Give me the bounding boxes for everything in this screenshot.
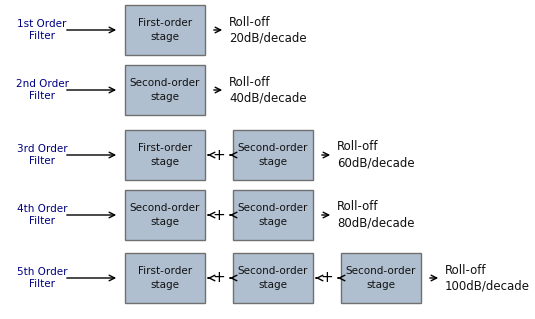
- Text: +: +: [212, 147, 225, 162]
- Text: +: +: [320, 271, 333, 286]
- Text: Roll-off
20dB/decade: Roll-off 20dB/decade: [229, 16, 307, 44]
- Text: +: +: [212, 271, 225, 286]
- Text: 1st Order
Filter: 1st Order Filter: [17, 19, 67, 41]
- FancyBboxPatch shape: [233, 253, 313, 303]
- Text: First-order
stage: First-order stage: [138, 266, 192, 290]
- FancyBboxPatch shape: [233, 190, 313, 240]
- FancyBboxPatch shape: [125, 65, 205, 115]
- Text: Second-order
stage: Second-order stage: [130, 78, 200, 101]
- FancyBboxPatch shape: [125, 130, 205, 180]
- FancyBboxPatch shape: [125, 253, 205, 303]
- Text: First-order
stage: First-order stage: [138, 19, 192, 41]
- FancyBboxPatch shape: [341, 253, 421, 303]
- Text: 5th Order
Filter: 5th Order Filter: [17, 267, 67, 289]
- Text: 3rd Order
Filter: 3rd Order Filter: [17, 144, 67, 166]
- Text: Second-order
stage: Second-order stage: [238, 144, 308, 167]
- Text: Second-order
stage: Second-order stage: [238, 266, 308, 290]
- Text: Second-order
stage: Second-order stage: [130, 204, 200, 226]
- FancyBboxPatch shape: [125, 190, 205, 240]
- Text: 4th Order
Filter: 4th Order Filter: [17, 204, 67, 226]
- Text: Roll-off
80dB/decade: Roll-off 80dB/decade: [337, 201, 415, 229]
- Text: +: +: [212, 207, 225, 222]
- FancyBboxPatch shape: [233, 130, 313, 180]
- Text: Roll-off
100dB/decade: Roll-off 100dB/decade: [445, 263, 530, 293]
- Text: Roll-off
40dB/decade: Roll-off 40dB/decade: [229, 76, 307, 105]
- Text: 2nd Order
Filter: 2nd Order Filter: [16, 79, 68, 101]
- Text: Second-order
stage: Second-order stage: [238, 204, 308, 226]
- Text: First-order
stage: First-order stage: [138, 144, 192, 167]
- Text: Second-order
stage: Second-order stage: [346, 266, 416, 290]
- Text: Roll-off
60dB/decade: Roll-off 60dB/decade: [337, 140, 415, 169]
- FancyBboxPatch shape: [125, 5, 205, 55]
